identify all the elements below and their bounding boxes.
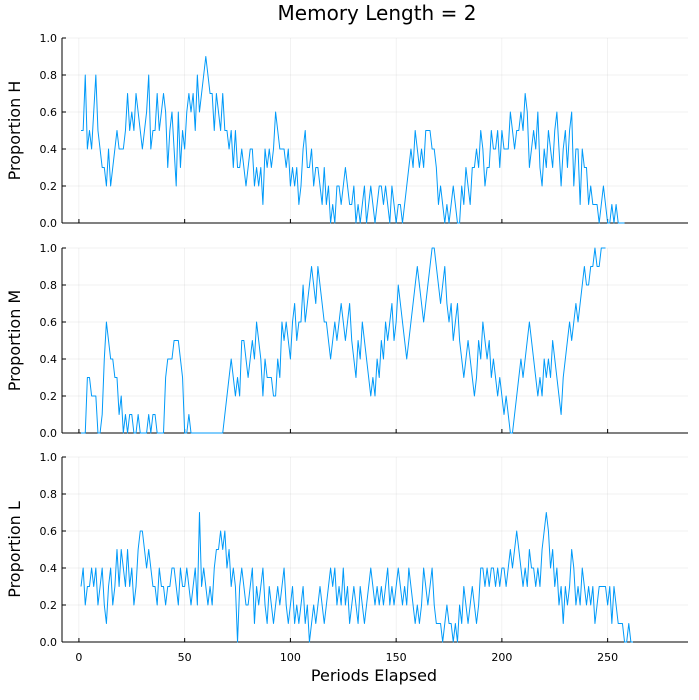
- series-line: [81, 247, 606, 434]
- y-tick-label: 0.6: [40, 106, 58, 119]
- y-tick-label: 1.0: [40, 32, 58, 45]
- y-tick-label: 0.8: [40, 69, 58, 82]
- series-line: [81, 56, 625, 224]
- y-tick-label: 0.6: [40, 316, 58, 329]
- y-tick-label: 0.0: [40, 636, 58, 649]
- chart-title: Memory Length = 2: [278, 1, 477, 25]
- y-axis-label: Proportion H: [5, 81, 24, 181]
- y-tick-label: 0.6: [40, 525, 58, 538]
- y-tick-label: 0.4: [40, 143, 58, 156]
- x-tick-label: 0: [75, 651, 82, 664]
- y-tick-label: 0.2: [40, 390, 58, 403]
- y-tick-label: 0.4: [40, 353, 58, 366]
- y-tick-label: 0.2: [40, 599, 58, 612]
- y-tick-label: 0.0: [40, 427, 58, 440]
- y-tick-label: 1.0: [40, 242, 58, 255]
- y-tick-label: 0.0: [40, 217, 58, 230]
- x-tick-label: 100: [280, 651, 301, 664]
- y-tick-label: 0.8: [40, 488, 58, 501]
- panel-2: 0.0 0.2 0.4 0.6 0.8 1.0 Proportion M: [5, 242, 688, 440]
- y-tick-label: 0.8: [40, 279, 58, 292]
- panel-1: 0.0 0.2 0.4 0.6 0.8 1.0 Proportion H: [5, 32, 688, 230]
- y-axis-label: Proportion L: [5, 501, 24, 598]
- y-axis-label: Proportion M: [5, 290, 24, 391]
- series-line: [80, 512, 634, 643]
- x-tick-label: 250: [597, 651, 618, 664]
- y-tick-label: 0.4: [40, 562, 58, 575]
- x-tick-label: 200: [491, 651, 512, 664]
- x-tick-label: 150: [386, 651, 407, 664]
- y-tick-label: 0.2: [40, 180, 58, 193]
- x-axis-label: Periods Elapsed: [311, 666, 437, 685]
- y-tick-label: 1.0: [40, 451, 58, 464]
- panel-3: 0.0 0.2 0.4 0.6 0.8 1.0 Proportion L: [5, 451, 688, 649]
- x-tick-label: 50: [178, 651, 192, 664]
